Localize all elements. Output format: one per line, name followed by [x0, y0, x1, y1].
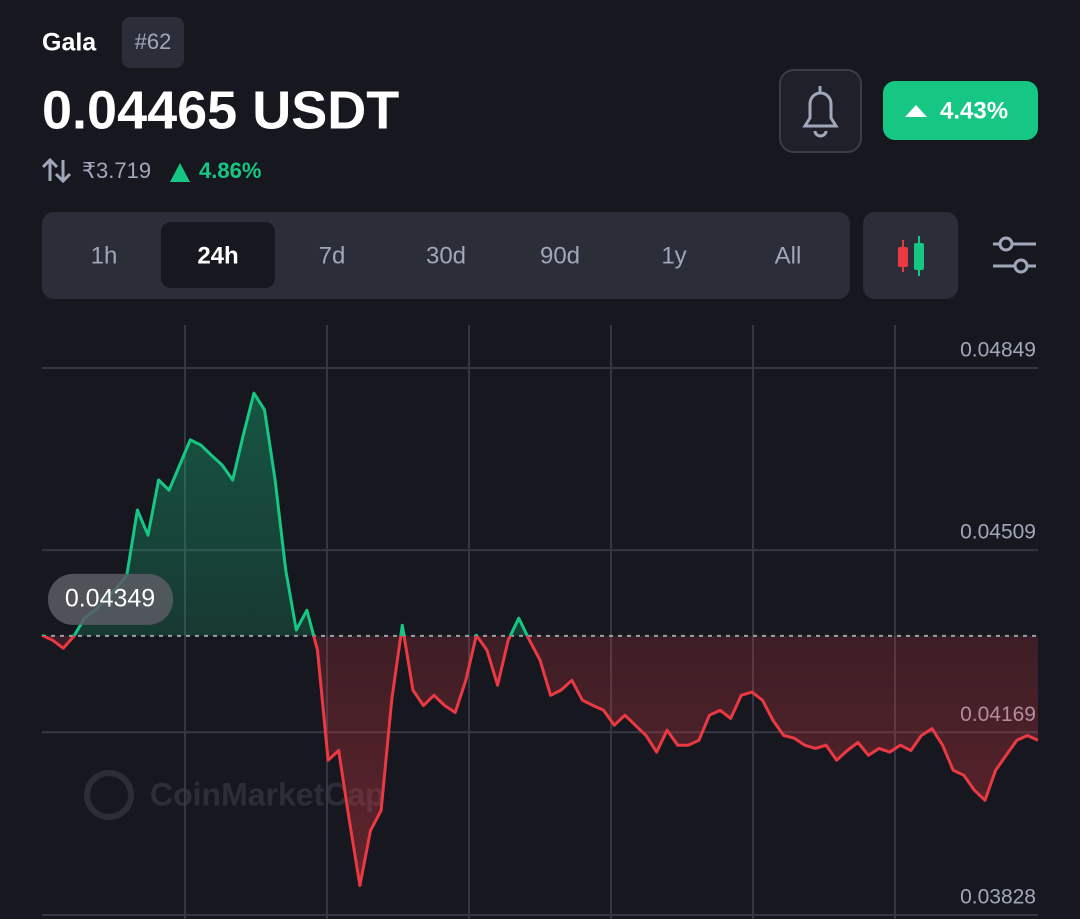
y-tick-label: 0.03828 — [960, 886, 1036, 909]
coin-name: Gala — [42, 29, 97, 57]
y-tick-label: 0.04849 — [960, 339, 1036, 362]
badge-arrow — [905, 105, 927, 117]
timeframe-tab[interactable]: 90d — [540, 242, 580, 269]
timeframe-tab[interactable]: 30d — [426, 242, 466, 269]
baseline-pill — [48, 573, 173, 625]
area-up — [42, 393, 528, 636]
inr-change: 4.86% — [199, 158, 261, 183]
price: 0.04465 USDT — [42, 80, 399, 140]
swap-icon — [41, 157, 72, 184]
candle-button[interactable] — [863, 212, 958, 299]
timeframe-tab[interactable]: 7d — [319, 242, 346, 269]
y-tick-label: 0.04509 — [960, 521, 1036, 544]
change-value: 4.43% — [940, 97, 1008, 124]
alert-button[interactable] — [779, 69, 862, 153]
price-line-down — [41, 635, 1039, 887]
rank-badge — [122, 17, 184, 68]
active-tab — [161, 222, 275, 288]
inr-price: ₹3.719 — [82, 158, 151, 183]
rank: #62 — [135, 29, 172, 54]
bell-icon — [802, 86, 839, 138]
up-arrow — [170, 163, 190, 182]
settings-icon[interactable] — [993, 236, 1036, 274]
candle-icon — [898, 236, 924, 276]
change-badge — [883, 81, 1038, 140]
timeframe-tab[interactable]: All — [775, 242, 802, 269]
timeframe-tab[interactable]: 24h — [197, 242, 238, 269]
timeframe-tab[interactable]: 1h — [91, 242, 118, 269]
area-down — [42, 635, 1038, 886]
baseline-label: 0.04349 — [65, 584, 155, 612]
timeframe-tab[interactable]: 1y — [661, 242, 686, 269]
price-line-up — [41, 391, 529, 636]
